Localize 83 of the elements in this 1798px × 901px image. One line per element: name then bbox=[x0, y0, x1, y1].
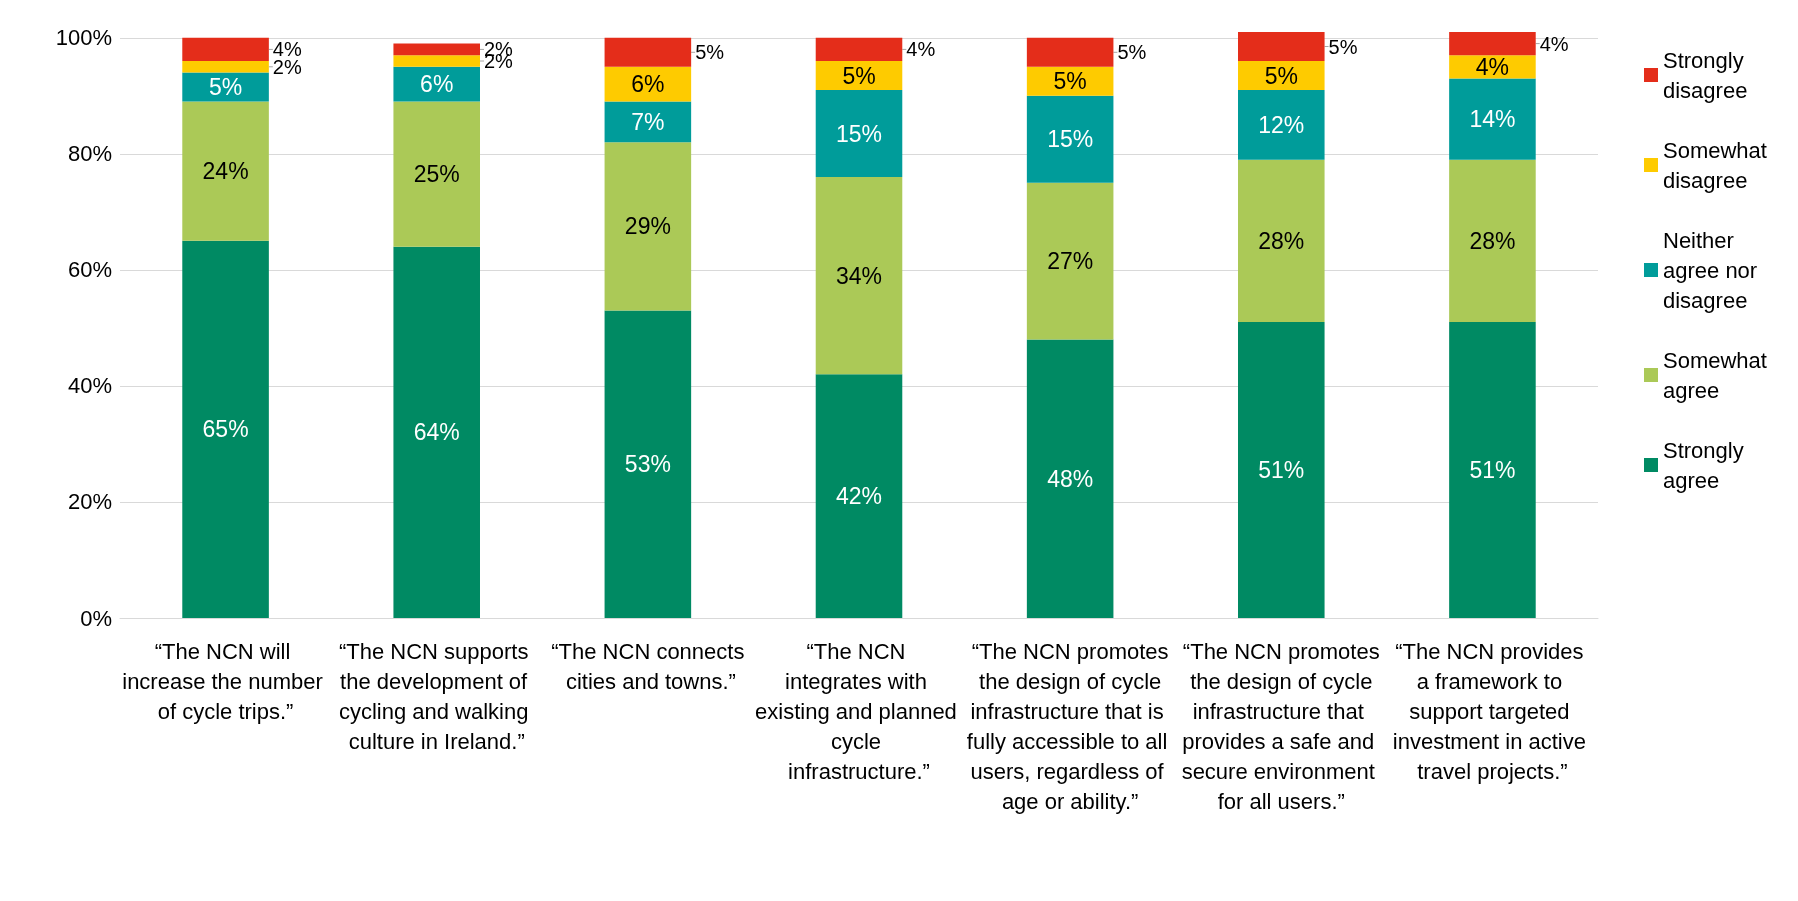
bar bbox=[182, 240, 269, 618]
bar bbox=[182, 101, 269, 241]
data-label: 5% bbox=[1264, 62, 1298, 89]
data-label: 53% bbox=[624, 451, 671, 478]
x-tick-label: “The NCN provides a framework to support targeted investment in active travel projects.” bbox=[1392, 638, 1593, 784]
legend-label: Somewhat disagree bbox=[1663, 137, 1774, 193]
data-label: 15% bbox=[835, 120, 883, 147]
data-label: 5% bbox=[1117, 41, 1147, 64]
bar bbox=[1238, 322, 1325, 618]
y-tick-label: 20% bbox=[67, 489, 112, 515]
bar bbox=[604, 142, 692, 311]
data-label: 51% bbox=[1258, 457, 1305, 484]
bar bbox=[1238, 159, 1325, 323]
bar bbox=[1026, 182, 1114, 340]
bar bbox=[182, 37, 269, 62]
bar bbox=[1238, 32, 1325, 62]
data-label: 6% bbox=[420, 71, 454, 98]
bar bbox=[1238, 90, 1325, 160]
bar bbox=[815, 37, 903, 62]
bar bbox=[393, 101, 480, 247]
data-label: 14% bbox=[1469, 106, 1516, 133]
data-label: 5% bbox=[1053, 68, 1087, 95]
bar bbox=[393, 43, 480, 56]
x-tick-label: “The NCN integrates with existing and planned cycle infrastructure.” bbox=[755, 638, 963, 784]
data-label: 42% bbox=[835, 483, 883, 510]
bar bbox=[815, 374, 903, 618]
data-label: 15% bbox=[1047, 126, 1094, 153]
data-label: 28% bbox=[1258, 227, 1305, 254]
data-label: 4% bbox=[1475, 53, 1510, 80]
x-tick-label: “The NCN will increase the number of cycle trips.” bbox=[122, 638, 329, 724]
bar bbox=[393, 55, 480, 67]
data-label: 4% bbox=[906, 38, 936, 61]
bar bbox=[1238, 61, 1325, 91]
x-tick-label: “The NCN promotes the design of cycle infrastructure that is fully accessible to all users, regardless of age or ability.” bbox=[966, 638, 1174, 814]
x-tick-label: “The NCN supports the development of cycling and walking culture in Ireland.” bbox=[338, 638, 535, 754]
data-label: 12% bbox=[1258, 111, 1305, 138]
data-label: 29% bbox=[624, 213, 671, 240]
bar bbox=[815, 177, 903, 375]
data-label: 6% bbox=[631, 71, 665, 98]
data-label: 4% bbox=[1539, 32, 1569, 55]
bar bbox=[1449, 32, 1536, 56]
bar bbox=[1449, 322, 1536, 618]
bar bbox=[393, 246, 480, 618]
y-tick-label: 60% bbox=[67, 257, 112, 283]
bar bbox=[604, 310, 692, 618]
bar bbox=[1026, 66, 1114, 96]
bar bbox=[182, 72, 269, 102]
legend-label: Neither agree nor disagree bbox=[1663, 227, 1764, 313]
x-tick-label: “The NCN promotes the design of cycle infrastructure that provides a safe and secure environment for all users.” bbox=[1181, 638, 1381, 814]
data-label: 5% bbox=[208, 74, 243, 101]
bar bbox=[1026, 339, 1114, 618]
y-tick-label: 40% bbox=[67, 373, 112, 399]
bar bbox=[604, 101, 692, 143]
data-label: 24% bbox=[202, 158, 249, 185]
legend-label: Strongly agree bbox=[1663, 437, 1750, 493]
data-label: 5% bbox=[1328, 35, 1358, 58]
legend-label: Strongly disagree bbox=[1663, 47, 1750, 103]
y-tick-label: 0% bbox=[80, 605, 112, 631]
data-label: 5% bbox=[695, 41, 725, 64]
bar bbox=[815, 61, 903, 91]
bar bbox=[604, 66, 692, 102]
data-label: 5% bbox=[842, 62, 876, 89]
data-label: 64% bbox=[413, 419, 460, 446]
bar bbox=[393, 66, 480, 102]
legend-label: Somewhat agree bbox=[1663, 347, 1774, 403]
data-label: 51% bbox=[1469, 457, 1516, 484]
y-tick-label: 80% bbox=[67, 141, 112, 167]
bar bbox=[1026, 95, 1114, 183]
data-label: 27% bbox=[1047, 248, 1094, 275]
bar bbox=[182, 61, 269, 73]
data-label: 7% bbox=[631, 108, 665, 135]
bar bbox=[604, 37, 692, 67]
bar bbox=[1026, 37, 1114, 67]
data-label: 25% bbox=[413, 161, 460, 188]
bar bbox=[815, 90, 903, 178]
data-label: 48% bbox=[1047, 465, 1094, 492]
data-label: 28% bbox=[1469, 227, 1516, 254]
data-label: 65% bbox=[202, 416, 249, 443]
y-tick-label: 100% bbox=[55, 25, 112, 51]
bar bbox=[1449, 78, 1536, 160]
data-label: 34% bbox=[835, 262, 883, 289]
bar bbox=[1449, 159, 1536, 323]
x-tick-label: “The NCN connects cities and towns.” bbox=[551, 638, 745, 694]
